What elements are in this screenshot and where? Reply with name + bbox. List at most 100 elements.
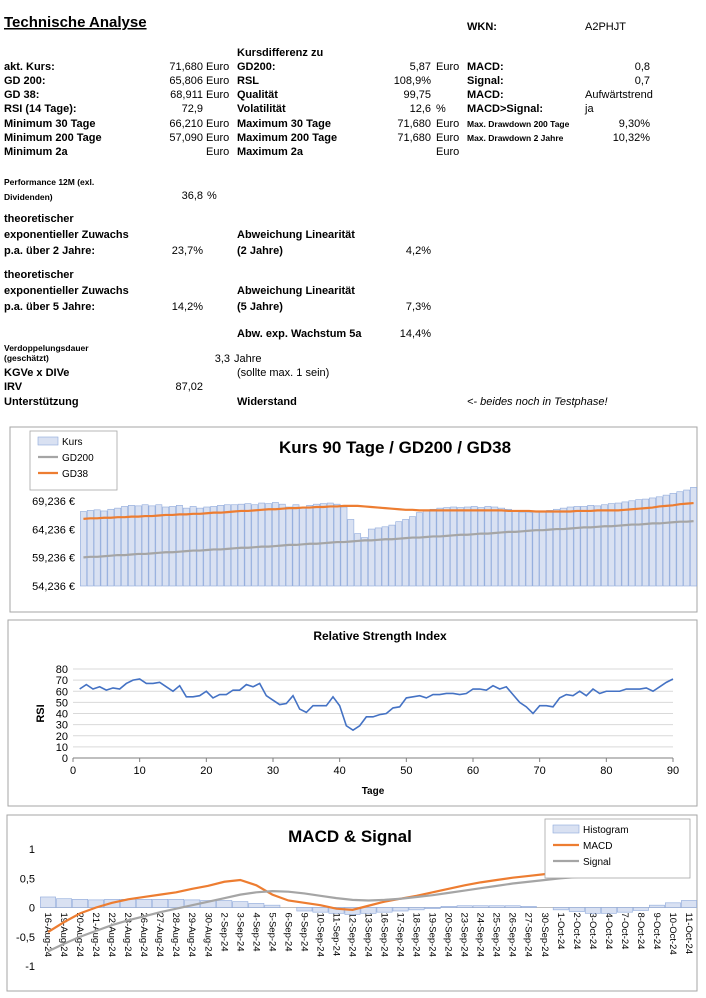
bar: [265, 503, 272, 587]
bar: [333, 503, 341, 587]
label: akt. Kurs:: [4, 61, 55, 73]
value: 68,911: [170, 89, 203, 101]
x-tick-label: 11-Oct-24: [683, 913, 694, 955]
x-tick-label: 10-Oct-24: [667, 913, 678, 955]
bar: [683, 489, 691, 587]
unit: Euro: [206, 132, 229, 144]
bar: [681, 900, 697, 908]
x-tick-label: 18-Sep-24: [411, 913, 422, 957]
bar: [196, 507, 204, 587]
y-tick-label: 40: [56, 709, 68, 721]
bar: [237, 503, 245, 587]
x-tick-label: 50: [400, 765, 412, 777]
wkn-label: WKN:: [467, 21, 497, 33]
doc-title: Technische Analyse: [4, 14, 147, 31]
x-tick-label: 12-Sep-24: [346, 913, 357, 957]
x-tick-label: 11-Sep-24: [330, 913, 341, 957]
x-axis-label: Tage: [362, 786, 385, 797]
label: Performance 12M (exl.: [4, 177, 94, 187]
label: Qualität: [237, 89, 278, 101]
bar: [134, 505, 142, 587]
value: 66,210: [169, 118, 203, 130]
bar: [472, 905, 489, 908]
x-tick-label: 13-Sep-24: [363, 913, 374, 957]
bar: [141, 504, 149, 587]
x-tick-label: 17-Sep-24: [395, 913, 406, 957]
bar: [690, 487, 697, 587]
value: 3,3: [215, 353, 230, 365]
label: Minimum 200 Tage: [4, 132, 102, 144]
value: 72,9: [182, 103, 203, 115]
bar: [628, 500, 636, 587]
label: RSL: [237, 75, 259, 87]
x-tick-label: 27-Sep-24: [523, 913, 534, 957]
bar: [361, 537, 368, 587]
x-tick-label: 1-Oct-24: [555, 913, 566, 950]
bar: [520, 906, 537, 908]
bar: [552, 907, 569, 911]
bar: [616, 907, 633, 913]
value: 10,32%: [613, 132, 651, 144]
bar: [456, 905, 473, 908]
bar: [402, 519, 410, 587]
x-tick-label: 7-Oct-24: [619, 913, 630, 950]
bar: [258, 502, 266, 587]
wkn-value: A2PHJT: [585, 21, 626, 33]
bar: [162, 506, 170, 587]
bar: [80, 511, 87, 587]
label: Abweichung Linearität: [237, 229, 355, 241]
legend-swatch: [37, 436, 59, 446]
value: 99,75: [403, 89, 431, 101]
bar: [176, 505, 183, 587]
y-tick-label: 64,236 €: [32, 524, 75, 536]
unit: Euro: [436, 132, 459, 144]
bar: [676, 491, 684, 587]
bar: [152, 899, 169, 908]
label: Abw. exp. Wachstum 5a: [237, 328, 362, 340]
bar: [72, 899, 88, 908]
x-tick-label: 22-Aug-24: [106, 913, 117, 957]
bar: [488, 905, 505, 908]
unit: Euro: [206, 118, 229, 130]
chart-title: Kurs 90 Tage / GD200 / GD38: [279, 438, 511, 457]
bar: [409, 516, 416, 587]
bar: [553, 508, 560, 587]
label: MACD:: [467, 89, 504, 101]
unit: Euro: [206, 61, 229, 73]
x-tick-label: 26-Aug-24: [138, 913, 149, 957]
bar: [56, 898, 72, 908]
bar: [367, 528, 375, 587]
y-tick-label: 54,236 €: [32, 581, 75, 593]
label: GD200:: [237, 61, 276, 73]
y-tick-label: 30: [56, 720, 68, 732]
label: Unterstützung: [4, 396, 79, 408]
label: IRV: [4, 381, 23, 393]
line-series: [83, 501, 694, 520]
bar: [649, 497, 656, 587]
unit: Euro: [206, 89, 229, 101]
value: 36,8: [182, 190, 203, 202]
bar: [580, 506, 588, 587]
y-tick-label: 0: [62, 753, 68, 765]
note: <- beides noch in Testphase!: [467, 396, 608, 408]
x-tick-label: 23-Sep-24: [459, 913, 470, 957]
bar: [566, 506, 574, 587]
label: GD 200:: [4, 75, 46, 87]
x-tick-label: 28-Aug-24: [170, 913, 181, 957]
label: Signal:: [467, 75, 504, 87]
label: Max. Drawdown 200 Tage: [467, 119, 570, 129]
y-tick-label: 50: [56, 697, 68, 709]
bar: [203, 506, 211, 587]
value: 87,02: [175, 381, 203, 393]
bar: [440, 906, 457, 908]
label: Widerstand: [237, 396, 297, 408]
bar: [244, 503, 252, 587]
x-tick-label: 30-Sep-24: [539, 913, 550, 957]
x-tick-label: 16-Aug-24: [42, 913, 53, 957]
bar: [655, 496, 663, 587]
bar: [450, 506, 458, 587]
bar: [498, 507, 506, 587]
bar: [559, 507, 567, 587]
x-tick-label: 2-Oct-24: [571, 913, 582, 950]
